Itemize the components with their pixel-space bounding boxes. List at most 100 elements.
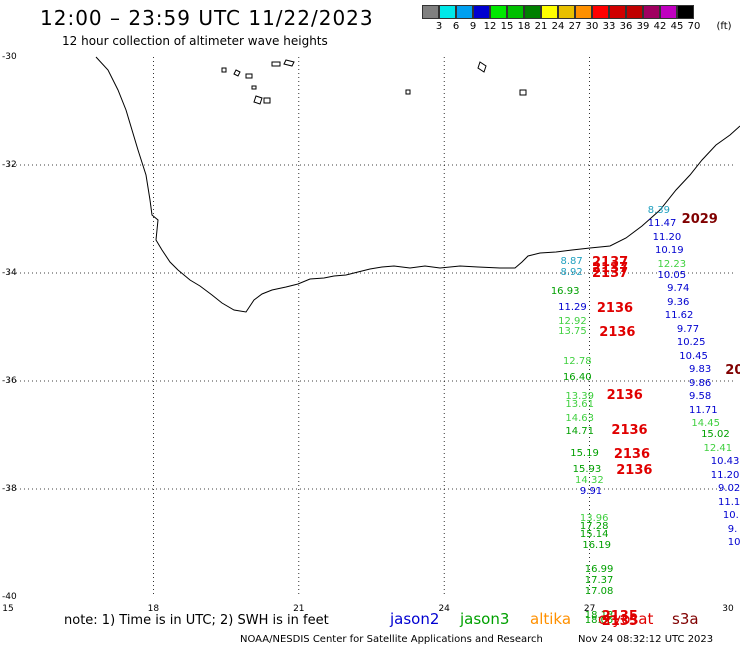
scale-label: 6 — [452, 21, 460, 32]
wave-height-value: 15.93 — [572, 464, 602, 476]
map-title: 12:00 – 23:59 UTC 11/22/2023 — [40, 6, 374, 30]
scale-unit: (ft) — [716, 21, 732, 32]
wave-height-value: 10 — [727, 537, 740, 548]
wave-height-value: 10.43 — [710, 456, 740, 467]
pass-time-label: 2136 — [596, 301, 634, 317]
wave-height-scale-labels: 3 6 9 12 15 18 21 24 27 30 33 36 39 42 45 70 (ft) — [422, 21, 740, 35]
latitude-label: -32 — [2, 160, 17, 170]
wave-height-value: 10.45 — [679, 350, 708, 362]
wave-height-value: 11.62 — [664, 310, 694, 322]
legend-jason2: jason2 — [390, 610, 440, 628]
legend-altika: altika — [530, 610, 572, 628]
pass-time-label: 2136 — [613, 446, 651, 462]
wave-height-value: 12.23 — [657, 258, 687, 270]
wave-height-value: 18.13 — [584, 609, 614, 621]
wave-height-value: 16.93 — [550, 285, 580, 297]
wave-height-value: 11.1 — [718, 496, 740, 508]
scale-label: 24 — [551, 21, 565, 32]
longitude-label: 18 — [147, 604, 160, 614]
wave-height-value: 11.20 — [652, 231, 682, 243]
wave-height-value: 14.45 — [691, 418, 721, 430]
latitude-label: -36 — [2, 376, 17, 386]
scale-swatch — [643, 5, 660, 19]
wave-height-value: 9.74 — [667, 283, 690, 295]
wave-height-value: 8.92 — [560, 267, 583, 278]
wave-height-value: 9. — [727, 523, 738, 535]
legend-cryosat: cryosat — [598, 610, 654, 628]
pass-time-label: 2137 — [592, 255, 629, 271]
pass-time-label: 2135 — [601, 614, 638, 630]
scale-swatch — [575, 5, 592, 19]
legend-jason3: jason3 — [460, 610, 510, 628]
longitude-label: 21 — [293, 604, 305, 614]
wave-height-value: 13.75 — [558, 326, 587, 338]
wave-height-value: 9.58 — [688, 391, 712, 403]
footer-note: note: 1) Time is in UTC; 2) SWH is in fe… — [64, 613, 329, 628]
wave-height-value: 9.77 — [676, 323, 700, 335]
wave-height-value: 10.19 — [655, 245, 684, 257]
scale-swatch — [490, 5, 507, 19]
wave-height-value: 14.32 — [575, 474, 604, 486]
scale-swatch — [507, 5, 524, 19]
island-outlines — [221, 59, 527, 105]
wave-height-value: 16.19 — [582, 539, 611, 551]
generation-timestamp: Nov 24 08:32:12 UTC 2023 — [578, 634, 714, 645]
wave-height-value: 11.29 — [558, 302, 587, 314]
longitude-label: 27 — [583, 604, 596, 614]
pass-time-label: 2136 — [599, 325, 636, 341]
map-subtitle: 12 hour collection of altimeter wave hei… — [62, 34, 328, 48]
scale-label: 33 — [602, 21, 616, 32]
wave-height-value: 12.41 — [703, 442, 733, 454]
wave-height-value: 16.40 — [562, 372, 592, 384]
wave-height-value: 10.05 — [657, 269, 687, 281]
pass-time-label: 2136 — [606, 387, 643, 403]
scale-label: 70 — [687, 21, 701, 32]
wave-height-value: 9.83 — [688, 364, 712, 376]
wave-height-value: 15.19 — [570, 447, 599, 459]
pass-time-label: 2029 — [681, 212, 718, 227]
wave-height-value: 17.28 — [579, 520, 609, 532]
scale-swatch — [660, 5, 677, 19]
pass-time-label: 2136 — [611, 422, 648, 438]
credit-line: NOAA/NESDIS Center for Satellite Applica… — [240, 634, 543, 645]
wave-height-value: 9.86 — [688, 377, 712, 389]
latitude-label: -40 — [2, 592, 17, 602]
scale-label: 12 — [483, 21, 497, 32]
coastline — [95, 56, 740, 313]
wave-height-value: 13.39 — [565, 391, 594, 403]
scale-label: 36 — [619, 21, 633, 32]
pass-time-label: 20 — [725, 363, 740, 379]
scale-label: 21 — [534, 21, 548, 32]
scale-label: 42 — [653, 21, 667, 32]
scale-label: 18 — [517, 21, 531, 32]
latitude-label: -30 — [2, 52, 17, 62]
wave-height-value: 13.61 — [565, 399, 594, 411]
scale-swatch — [626, 5, 643, 19]
scale-swatch — [473, 5, 490, 19]
wave-height-value: 12.78 — [562, 356, 592, 368]
wave-height-color-scale — [422, 5, 694, 19]
wave-height-value: 15.14 — [579, 528, 609, 540]
wave-height-value: 16.99 — [584, 564, 614, 575]
scale-swatch — [524, 5, 541, 19]
scale-swatch — [558, 5, 575, 19]
pass-time-label: 2137 — [592, 266, 629, 281]
pass-time-label: 2136 — [616, 463, 653, 479]
longitude-label: 24 — [438, 604, 450, 614]
wave-height-value: 15.02 — [701, 429, 730, 440]
wave-height-value: 14.63 — [565, 412, 594, 424]
scale-label: 3 — [435, 21, 443, 32]
scale-label: 27 — [568, 21, 582, 32]
wave-height-value: 10.25 — [676, 337, 706, 349]
wave-height-value: 13.96 — [579, 512, 609, 524]
wave-height-value: 9.91 — [579, 485, 603, 497]
scale-swatch — [439, 5, 456, 19]
scale-label: 9 — [469, 21, 477, 32]
scale-swatch — [677, 5, 694, 19]
legend-s3a: s3a — [672, 610, 699, 628]
scale-swatch — [456, 5, 473, 19]
scale-swatch — [609, 5, 626, 19]
scale-label: 45 — [670, 21, 684, 32]
wave-height-value: 9.36 — [667, 296, 690, 308]
wave-height-value: 11.47 — [647, 218, 677, 230]
